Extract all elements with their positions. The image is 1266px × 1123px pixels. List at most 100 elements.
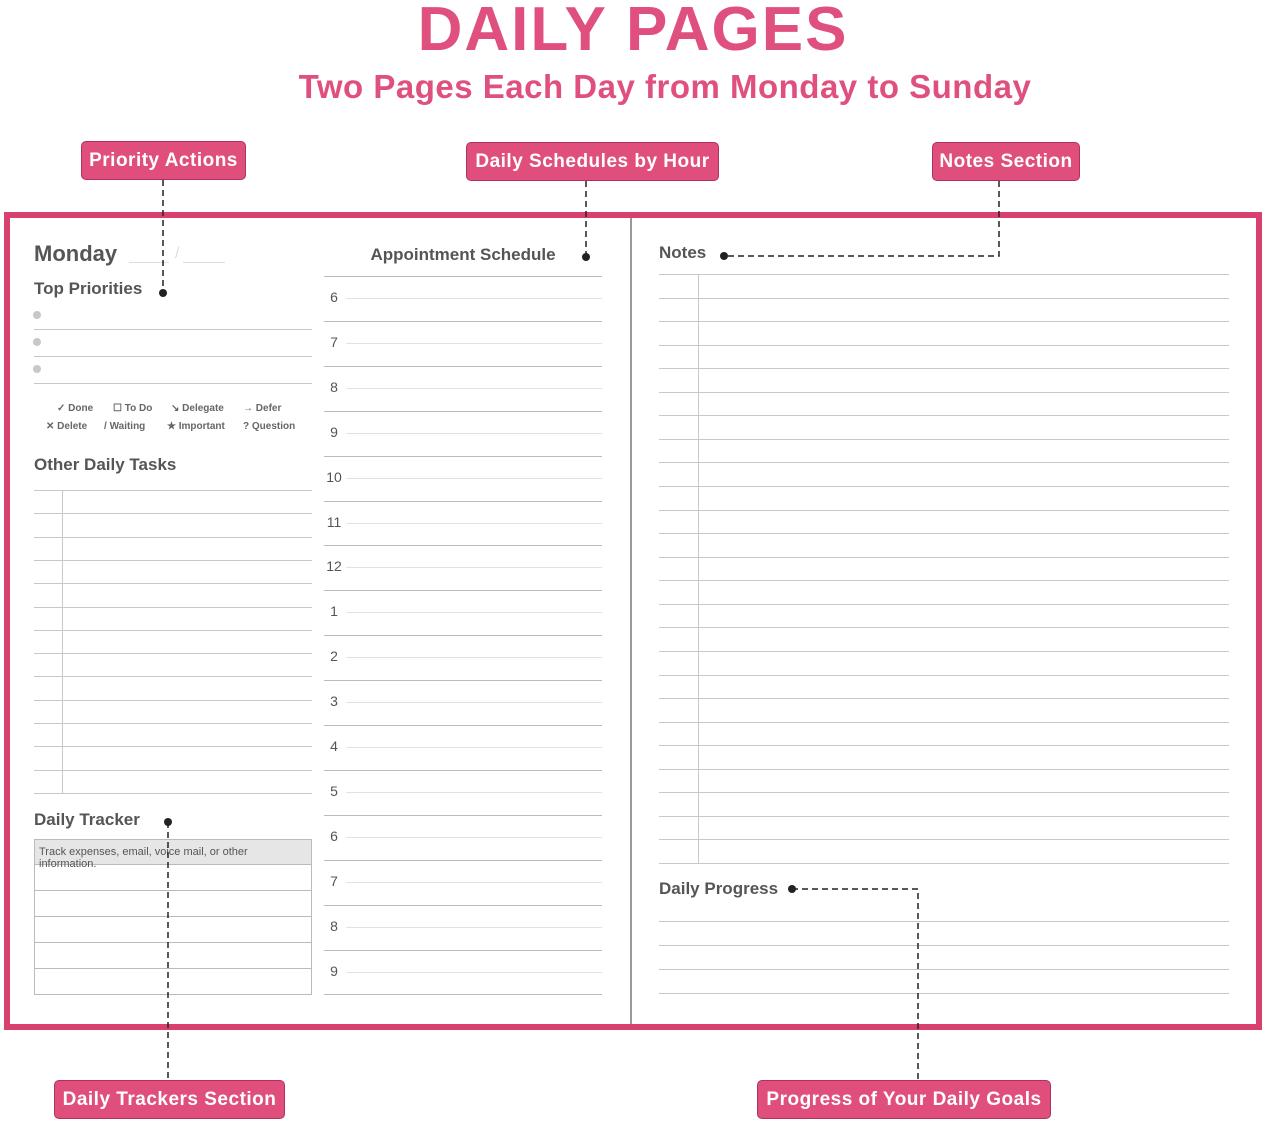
- progress-dot: [788, 885, 796, 893]
- schedule-line: [324, 949, 602, 951]
- half-hour-line: [346, 522, 602, 524]
- half-hour-line: [346, 657, 602, 659]
- hour-label: 4: [330, 738, 338, 754]
- legend-label: Delete: [57, 421, 88, 432]
- legend-label: To Do: [124, 403, 153, 414]
- schedule-line: [324, 455, 602, 457]
- notes-line: [659, 674, 1229, 676]
- task-line: [34, 583, 312, 585]
- task-line: [34, 559, 312, 561]
- half-hour-line: [346, 791, 602, 793]
- schedule-line: [324, 320, 602, 322]
- notes-line: [659, 721, 1229, 723]
- notes-line: [659, 533, 1229, 535]
- notes-line: [659, 839, 1229, 841]
- half-hour-line: [346, 567, 602, 569]
- daily-progress-heading: Daily Progress: [659, 879, 779, 898]
- hour-label: 6: [330, 827, 338, 844]
- task-line: [34, 699, 312, 701]
- schedule-line: [324, 769, 602, 771]
- half-hour-line: [346, 971, 602, 973]
- legend-label: Delegate: [182, 403, 224, 414]
- schedule-line: [324, 410, 602, 412]
- callout-priority-actions: Priority Actions: [81, 141, 246, 180]
- other-tasks-heading: Other Daily Tasks: [34, 455, 177, 474]
- priority-line: [34, 356, 312, 357]
- schedule-line: [324, 725, 602, 726]
- legend-label: Defer: [255, 403, 282, 414]
- tracker-hint: Track expenses, email, voice mail, or ot…: [35, 840, 311, 870]
- hour-label: 5: [330, 782, 338, 799]
- half-hour-line: [346, 747, 602, 748]
- legend-symbol: →: [243, 403, 253, 414]
- half-hour-line: [346, 702, 602, 704]
- schedule-line: [324, 365, 602, 367]
- notes-heading: Notes: [659, 243, 707, 262]
- schedule-line: [324, 859, 602, 861]
- hour-label: 1: [330, 603, 338, 620]
- legend-label: Waiting: [109, 421, 146, 432]
- legend-label: Important: [178, 421, 225, 432]
- hour-label: 9: [330, 423, 338, 440]
- hour-label: 10: [326, 468, 342, 485]
- date-month-line: [129, 262, 169, 263]
- notes-line: [659, 603, 1229, 605]
- legend-item: → Defer: [243, 403, 281, 414]
- notes-line: [659, 792, 1229, 794]
- task-line: [34, 629, 312, 631]
- notes-line: [659, 580, 1229, 582]
- tracker-row: [35, 917, 311, 943]
- priority-bullet: [33, 365, 41, 373]
- notes-line: [659, 556, 1229, 558]
- half-hour-line: [346, 612, 602, 614]
- schedule-line: [324, 276, 602, 277]
- hour-label: 11: [326, 513, 342, 530]
- legend-item: ↘ Delegate: [171, 403, 224, 414]
- notes-line: [659, 321, 1229, 323]
- progress-connector: [792, 888, 919, 1080]
- notes-line: [659, 486, 1229, 488]
- notes-line: [659, 745, 1229, 747]
- task-checkbox-column: [62, 490, 63, 793]
- legend-item: ✓ Done: [57, 403, 93, 414]
- top-priorities-heading: Top Priorities: [34, 279, 143, 298]
- notes-line: [659, 462, 1229, 464]
- notes-line: [659, 344, 1229, 346]
- appointment-schedule-heading: Appointment Schedule: [370, 245, 556, 264]
- hour-label: 12: [326, 558, 342, 575]
- half-hour-line: [346, 342, 602, 344]
- tracker-dot: [164, 818, 172, 826]
- legend-symbol: ✕: [46, 421, 55, 432]
- task-line: [34, 769, 312, 771]
- half-hour-line: [346, 432, 602, 434]
- legend-symbol: ☐: [113, 403, 122, 414]
- task-line: [34, 676, 312, 678]
- task-line: [34, 536, 312, 538]
- date-separator: /: [175, 245, 180, 262]
- notes-line: [659, 768, 1229, 770]
- progress-line: [659, 945, 1229, 946]
- schedule-line: [324, 904, 602, 906]
- task-line: [34, 746, 312, 748]
- progress-line: [659, 921, 1229, 922]
- notes-line: [659, 438, 1229, 440]
- notes-line: [659, 297, 1229, 299]
- legend-symbol: ✓: [57, 403, 66, 414]
- schedule-line: [324, 590, 602, 592]
- legend-item: ★ Important: [167, 421, 225, 432]
- notes-line: [659, 368, 1229, 370]
- daily-tracker-table: Track expenses, email, voice mail, or ot…: [34, 839, 312, 995]
- legend-label: Done: [68, 403, 94, 414]
- half-hour-line: [346, 836, 602, 838]
- hour-label: 8: [330, 378, 338, 395]
- notes-dot: [720, 252, 728, 260]
- notes-line: [659, 415, 1229, 417]
- legend-item: ? Question: [243, 421, 295, 432]
- notes-line: [659, 650, 1229, 652]
- task-line: [34, 653, 312, 655]
- task-line: [34, 490, 312, 491]
- task-line: [34, 792, 312, 794]
- notes-margin-line: [698, 274, 699, 863]
- priority-line: [34, 383, 312, 384]
- schedule-line: [324, 500, 602, 502]
